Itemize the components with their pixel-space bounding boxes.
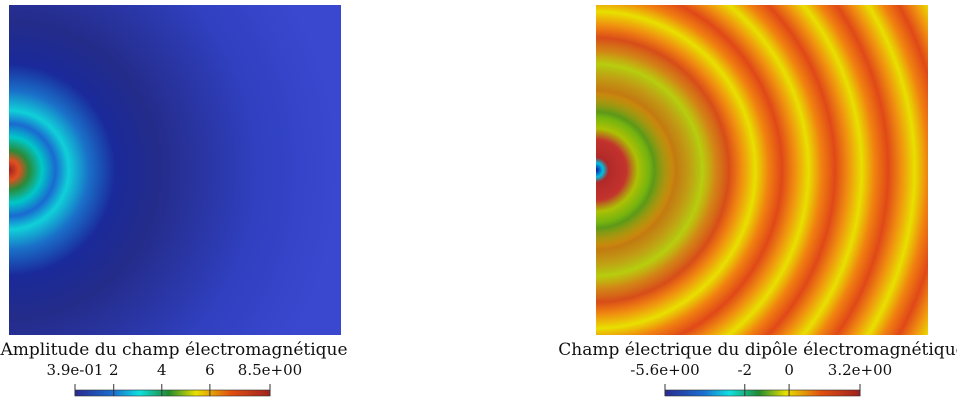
colorbar-tick-label: 0 (784, 361, 794, 379)
panel-title: Amplitude du champ électromagnétique (0, 340, 348, 360)
field-overlay (596, 5, 928, 335)
panel-title: Champ électrique du dipôle électromagnét… (558, 340, 957, 360)
colorbar-tick-label: 2 (109, 361, 119, 379)
colorbar-tick-label: 6 (205, 361, 215, 379)
field-image (9, 5, 341, 335)
colorbar-tick-label: -5.6e+00 (630, 361, 699, 379)
colorbar-tick-label: 3.2e+00 (828, 361, 892, 379)
colorbar-tick-label: -2 (737, 361, 752, 379)
colorbar-tick-label: 3.9e-01 (47, 361, 104, 379)
colorbar-tick-label: 4 (157, 361, 167, 379)
colorbar (664, 389, 861, 397)
colorbar-tick-label: 8.5e+00 (238, 361, 302, 379)
colorbar (74, 389, 271, 397)
